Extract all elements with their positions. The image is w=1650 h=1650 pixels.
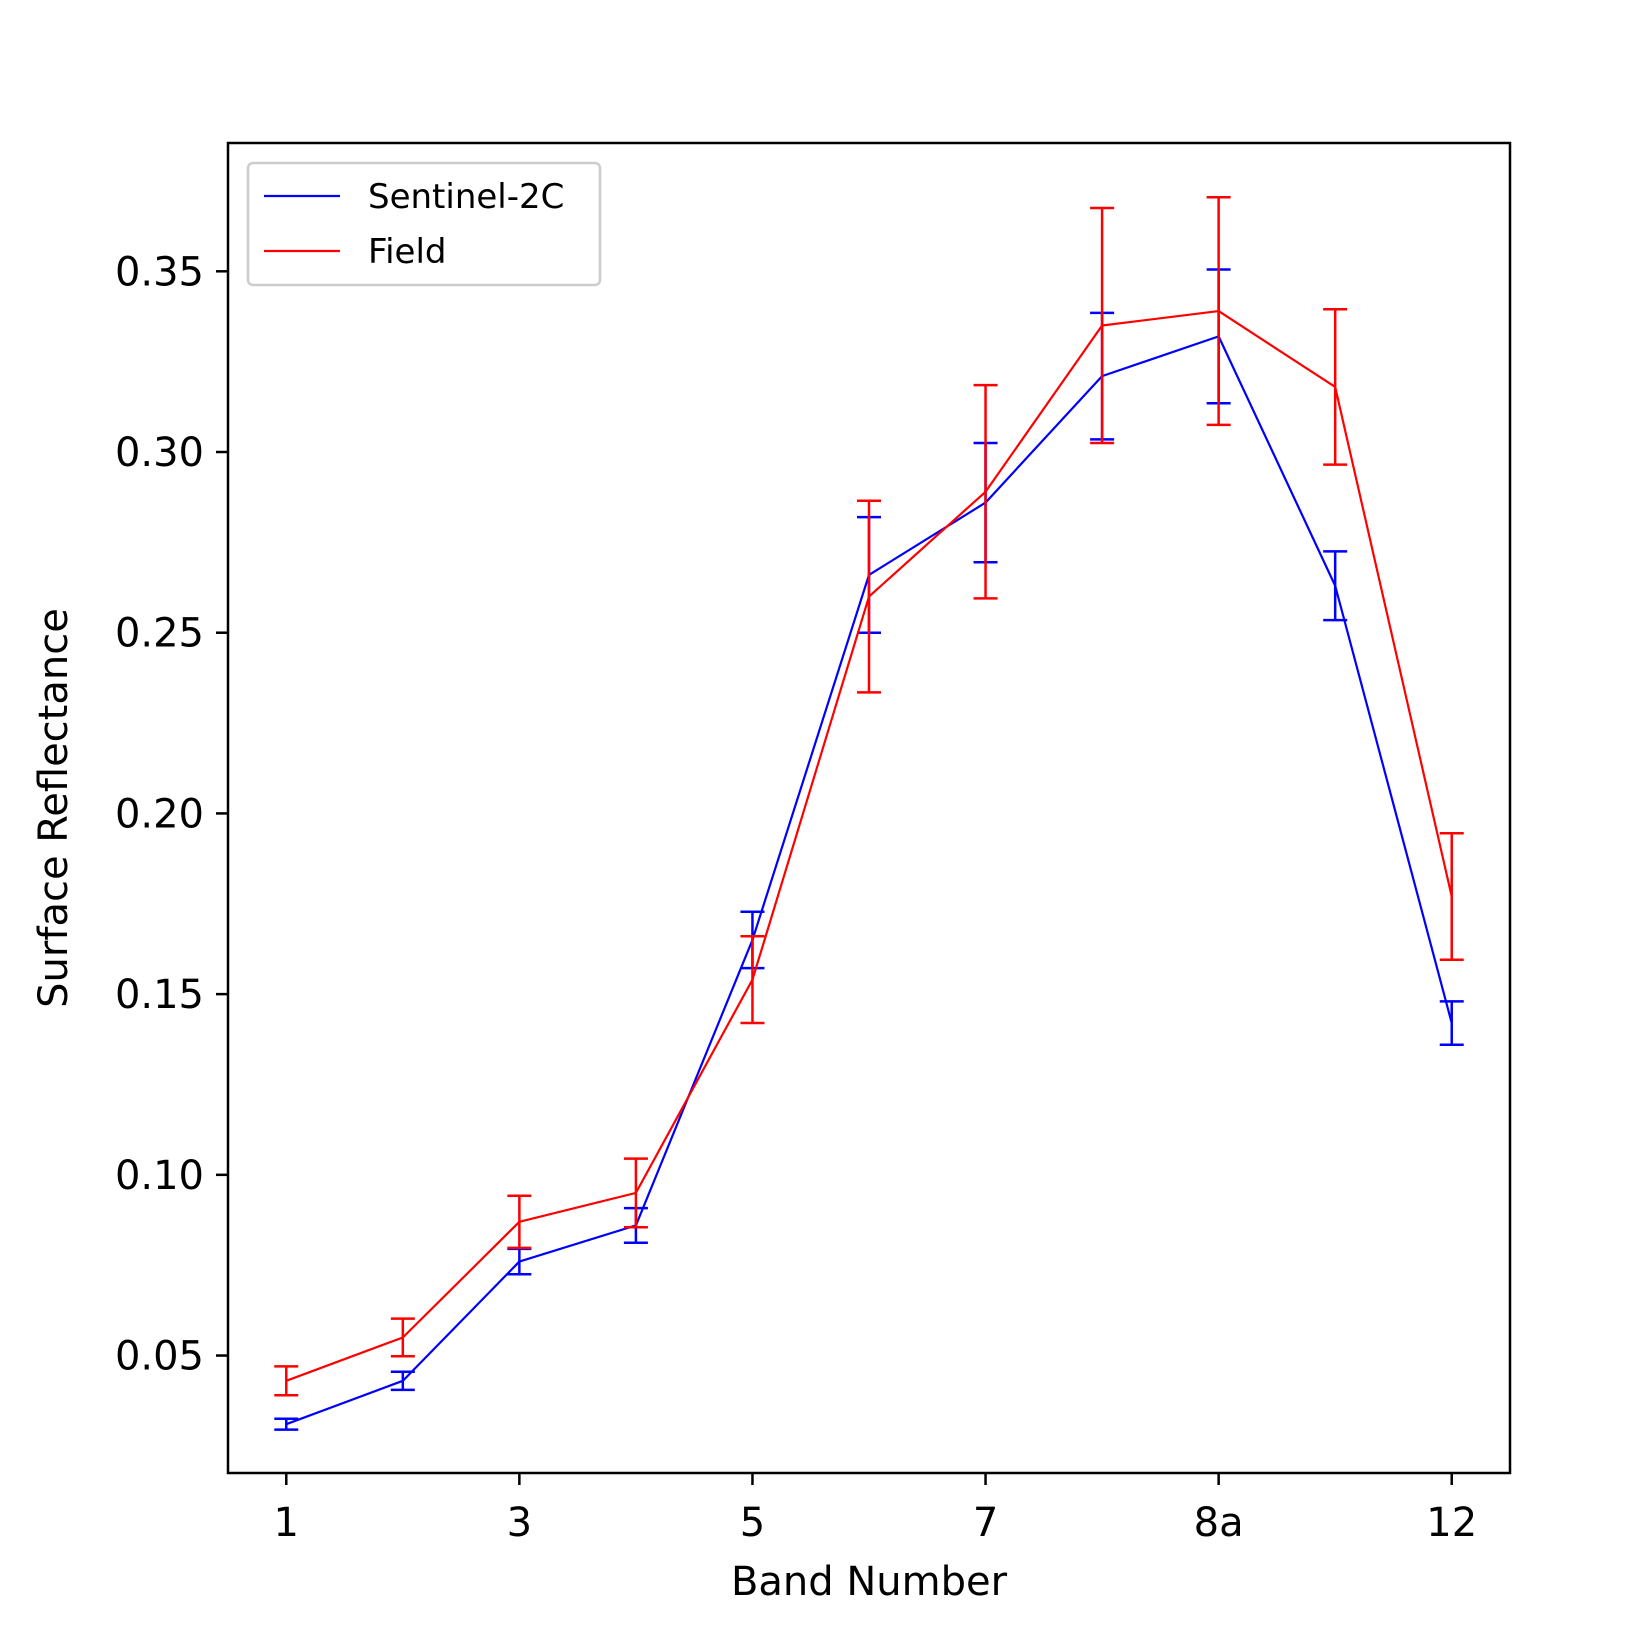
error-bar	[1439, 832, 1464, 962]
axes-layer: 1 3 5 7 8a 12 0.05 0.10 0.15 0.20 0.25 0.30 0.35	[115, 141, 1512, 1546]
legend-box	[246, 161, 602, 287]
y-axis-label: Surface Reflectance	[31, 608, 77, 1008]
legend-label: Field	[368, 232, 446, 272]
y-tick-label: 0.20	[115, 791, 204, 837]
error-bar	[507, 1194, 532, 1250]
error-bar	[740, 935, 765, 1025]
x-tick-label: 12	[1426, 1500, 1477, 1546]
series-field	[274, 195, 1464, 1397]
x-tick-label: 8a	[1194, 1500, 1244, 1546]
y-tick-label: 0.05	[115, 1334, 204, 1380]
y-tick-label: 0.30	[115, 430, 204, 476]
y-tick-label: 0.25	[115, 611, 204, 657]
error-bar	[1090, 206, 1115, 445]
series-layer	[274, 195, 1464, 1431]
error-bar	[390, 1317, 415, 1358]
legend-label: Sentinel-2C	[368, 177, 564, 217]
x-tick-label: 1	[274, 1500, 299, 1546]
error-bar	[1439, 1000, 1464, 1046]
y-tick-label: 0.10	[115, 1153, 204, 1199]
y-tick-label: 0.15	[115, 972, 204, 1018]
error-bar	[1323, 308, 1348, 466]
error-bar	[973, 383, 998, 600]
error-bar	[857, 499, 881, 694]
x-tick-label: 7	[973, 1500, 998, 1546]
x-axis-label: Band Number	[731, 1559, 1008, 1605]
error-bar	[1206, 195, 1231, 427]
error-bar	[274, 1417, 299, 1431]
error-bar	[274, 1365, 299, 1397]
x-tick-label: 3	[507, 1500, 532, 1546]
error-bar	[1323, 550, 1348, 622]
legend: Sentinel-2C Field	[246, 161, 602, 287]
error-bar	[623, 1157, 648, 1229]
y-tick-label: 0.35	[115, 249, 204, 295]
x-tick-label: 5	[740, 1500, 765, 1546]
plot-frame	[226, 141, 1512, 1475]
error-bar	[390, 1370, 415, 1392]
